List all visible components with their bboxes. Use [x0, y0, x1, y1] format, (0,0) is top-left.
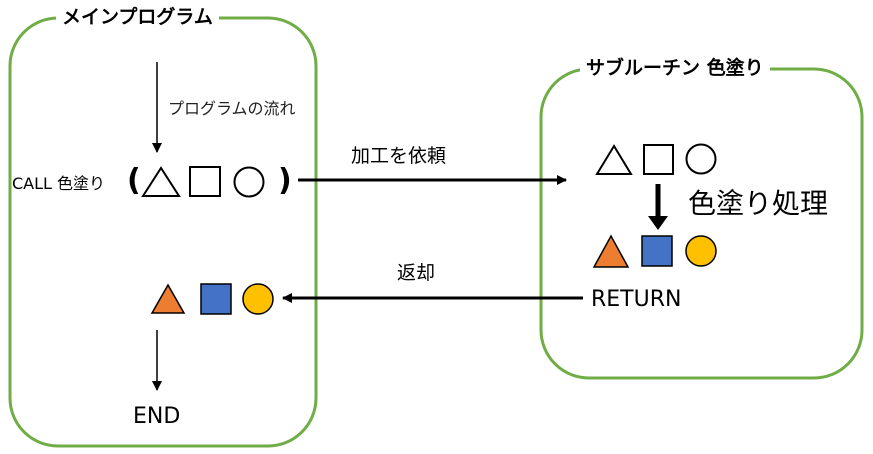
sub-triangle-filled: [592, 234, 630, 268]
call-statement: CALL 色塗り: [12, 174, 106, 193]
main-square-filled: [200, 283, 232, 315]
main-program-title: メインプログラム: [56, 8, 219, 27]
main-triangle-outline: [141, 166, 181, 197]
sub-square-filled: [641, 235, 673, 267]
main-triangle-filled: [150, 283, 186, 314]
main-program-box: [8, 16, 318, 448]
sub-circle-filled: [685, 235, 717, 267]
program-flow-label: プログラムの流れ: [168, 99, 296, 118]
end-statement: END: [133, 404, 181, 429]
sub-square-outline: [643, 144, 674, 175]
call-paren-close: ): [278, 163, 292, 198]
return-arrow-label: 返却: [397, 262, 436, 284]
main-circle-filled: [242, 283, 274, 315]
sub-triangle-outline: [595, 144, 633, 175]
process-label: 色塗り処理: [688, 187, 829, 220]
subroutine-box: [539, 67, 864, 380]
subroutine-title: サブルーチン 色塗り: [580, 59, 770, 78]
sub-circle-outline: [685, 143, 717, 175]
process-arrowhead: [648, 216, 668, 230]
request-arrow-label: 加工を依頼: [351, 145, 447, 167]
main-circle-outline: [233, 166, 265, 198]
return-statement: RETURN: [591, 287, 682, 312]
call-paren-open: (: [127, 163, 141, 198]
main-square-outline: [189, 166, 221, 197]
